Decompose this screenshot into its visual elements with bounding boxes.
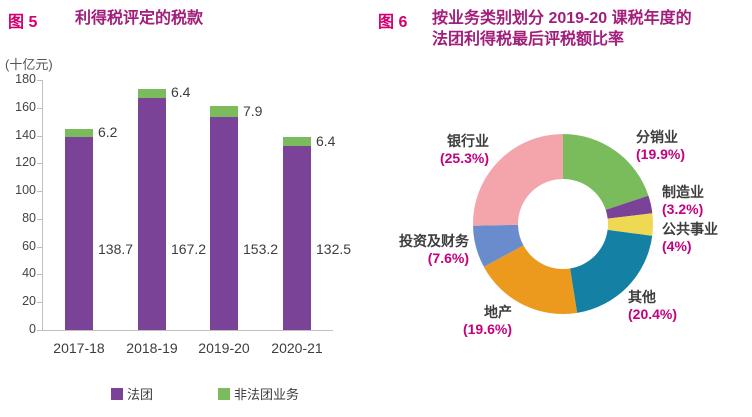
donut-label-name-manufacturing: 制造业 [662, 184, 704, 200]
donut-label-property: 地产 (19.6%) [463, 304, 512, 338]
bar-corporations-2019-20 [210, 117, 238, 330]
donut-slice-others [570, 229, 653, 313]
y-tick-mark [37, 135, 42, 137]
bar-value-corporations-2017-18: 138.7 [98, 241, 134, 257]
y-tick-label: 100 [15, 183, 36, 198]
fig5-unit-label: (十亿元) [5, 57, 53, 72]
y-tick-label: 0 [29, 322, 36, 336]
donut-label-percent-distribution: (19.9%) [636, 146, 686, 162]
x-category-label: 2019-20 [198, 340, 250, 356]
donut-label-name-distribution: 分销业 [636, 129, 678, 145]
donut-label-name-utilities: 公共事业 [662, 221, 718, 237]
y-tick-mark [37, 330, 42, 331]
y-tick-label: 60 [22, 238, 36, 253]
y-tick-mark [37, 246, 42, 248]
bar-corporations-2017-18 [65, 137, 93, 330]
y-tick-label: 160 [15, 99, 36, 114]
donut-label-percent-property: (19.6%) [462, 321, 512, 337]
bar-corporations-2020-21 [283, 145, 311, 330]
donut-label-percent-others: (20.4%) [628, 306, 678, 322]
donut-label-percent-investment-finance: (7.6%) [427, 250, 469, 266]
legend-label-corporations: 法团 [127, 387, 154, 402]
bar-value-corporations-2020-21: 132.5 [316, 241, 352, 257]
bar-value-unincorporated-2018-19: 6.4 [171, 84, 191, 101]
y-tick-mark [37, 163, 42, 165]
y-tick-label: 180 [15, 72, 36, 86]
donut-slice-utilities [607, 213, 653, 236]
y-tick-mark [37, 274, 42, 276]
legend-item-corporations: 法团 [111, 384, 153, 403]
donut-label-manufacturing: 制造业 (3.2%) [662, 184, 704, 218]
donut-slice-banking [473, 134, 563, 226]
donut-label-investment-finance: 投资及财务 (7.6%) [399, 233, 469, 267]
donut-label-others: 其他 (20.4%) [628, 289, 677, 323]
fig5-legend: 法团 非法团业务 [111, 384, 299, 403]
donut-label-name-others: 其他 [628, 289, 656, 305]
donut-slice-investment-finance [473, 224, 524, 267]
fig6-title-line1: 按业务类别划分 2019-20 课税年度的 [432, 10, 692, 27]
bar-unincorporated-2018-19 [138, 88, 166, 98]
corporations-swatch-icon [111, 387, 123, 400]
donut-label-percent-banking: (25.3%) [439, 150, 489, 166]
y-tick-mark [37, 218, 42, 220]
y-tick-mark [37, 191, 42, 193]
legend-label-unincorporated: 非法团业务 [234, 387, 300, 402]
donut-slice-distribution [563, 134, 649, 210]
x-category-label: 2020-21 [271, 340, 323, 356]
donut-slice-manufacturing [605, 195, 653, 219]
x-axis-line [42, 330, 333, 331]
y-tick-mark [37, 107, 42, 109]
fig6-donut-chart [473, 134, 653, 314]
bar-corporations-2018-19 [138, 97, 166, 330]
donut-label-percent-utilities: (4%) [662, 238, 692, 254]
donut-label-name-investment-finance: 投资及财务 [399, 233, 469, 249]
fig6-figure-label: 图 6 [378, 14, 408, 31]
donut-label-name-property: 地产 [484, 304, 512, 320]
bar-value-corporations-2019-20: 153.2 [243, 241, 279, 257]
bar-unincorporated-2019-20 [210, 106, 238, 118]
y-tick-label: 120 [15, 155, 36, 170]
y-tick-label: 140 [15, 127, 36, 142]
y-tick-mark [37, 80, 42, 81]
fig6-title: 按业务类别划分 2019-20 课税年度的 法团利得税最后评税额比率 [432, 8, 742, 50]
x-category-label: 2018-19 [126, 340, 178, 356]
bar-value-corporations-2018-19: 167.2 [171, 241, 207, 257]
donut-label-name-banking: 银行业 [447, 133, 489, 149]
bar-value-unincorporated-2017-18: 6.2 [98, 124, 118, 141]
donut-label-distribution: 分销业 (19.9%) [636, 129, 685, 163]
bar-unincorporated-2017-18 [65, 128, 93, 138]
y-tick-label: 40 [22, 266, 36, 281]
bar-value-unincorporated-2019-20: 7.9 [243, 102, 263, 119]
bar-value-unincorporated-2020-21: 6.4 [316, 132, 336, 149]
y-tick-label: 80 [22, 210, 36, 225]
donut-slice-property [483, 245, 578, 314]
y-axis-line [42, 80, 43, 330]
legend-item-unincorporated: 非法团业务 [218, 384, 299, 403]
y-tick-mark [37, 302, 42, 304]
unincorporated-swatch-icon [218, 387, 231, 400]
fig5-figure-label: 图 5 [8, 14, 38, 31]
donut-label-utilities: 公共事业 (4%) [662, 221, 718, 255]
fig6-title-line2: 法团利得税最后评税额比率 [432, 31, 625, 48]
donut-label-percent-manufacturing: (3.2%) [662, 201, 704, 217]
bar-unincorporated-2020-21 [283, 137, 311, 146]
y-tick-label: 20 [22, 294, 36, 309]
x-category-label: 2017-18 [53, 340, 105, 356]
fig5-title: 利得税评定的税款 [75, 10, 204, 27]
donut-label-banking: 银行业 (25.3%) [440, 133, 489, 167]
